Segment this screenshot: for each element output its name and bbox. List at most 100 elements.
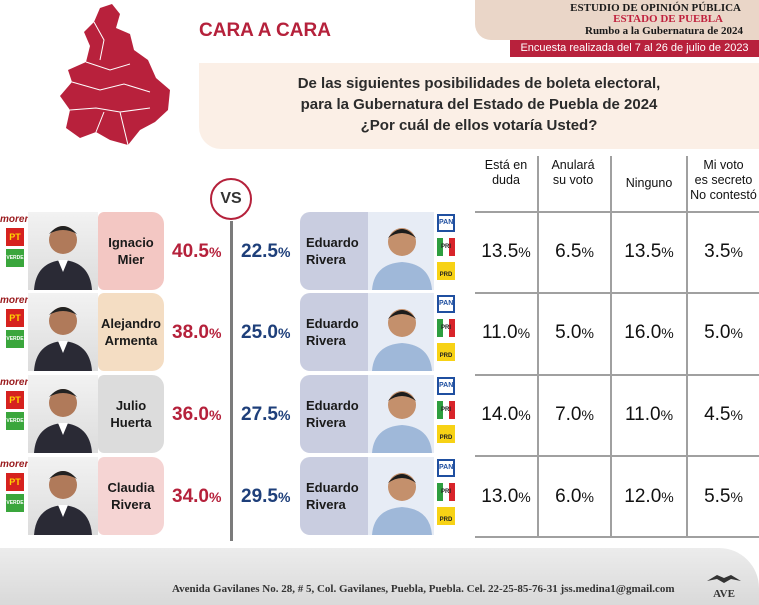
person-icon <box>34 389 92 453</box>
cell-value: 5.5 <box>704 486 731 507</box>
candidate-photo-right <box>368 375 434 453</box>
right-percent-value: 22.5 <box>241 241 278 262</box>
name-line: Eduardo <box>306 398 359 413</box>
footer-band <box>0 548 759 605</box>
name-line: Rivera <box>306 333 346 348</box>
person-icon <box>34 307 92 371</box>
candidate-name-left: Alejandro Armenta <box>98 293 164 371</box>
pri-logo: PRI <box>437 319 455 337</box>
question-line-2: para la Gubernatura del Estado de Puebla… <box>300 96 658 113</box>
right-percent-value: 27.5 <box>241 404 278 425</box>
cell-value: 13.5 <box>481 241 519 262</box>
right-party-logos: PAN PRI PRD <box>437 459 457 525</box>
header-text: Ninguno <box>625 176 673 190</box>
left-percent: 40.5% <box>172 241 222 262</box>
cell-value: 13.0 <box>481 486 519 507</box>
header-anulara: Anulará su voto <box>538 158 608 188</box>
name-line: Eduardo <box>306 316 359 331</box>
right-percent: 27.5% <box>241 404 291 425</box>
ave-logo: AVE <box>705 571 743 600</box>
header-text: es secreto <box>694 173 753 187</box>
vs-badge: VS <box>210 178 252 220</box>
header-line-1: ESTUDIO DE OPINIÓN PÚBLICA <box>570 2 741 14</box>
name-line: Rivera <box>306 252 346 267</box>
name-line: Eduardo <box>306 235 359 250</box>
candidate-name-right: Eduardo Rivera <box>300 457 370 535</box>
header-line-3: Rumbo a la Gubernatura de 2024 <box>585 25 743 37</box>
left-percent-value: 34.0 <box>172 486 209 507</box>
pri-logo: PRI <box>437 401 455 419</box>
cell-value: 5.0 <box>555 322 582 343</box>
name-line: Julio <box>115 398 147 413</box>
right-percent-value: 25.0 <box>241 322 278 343</box>
right-party-logos: PAN PRI PRD <box>437 214 457 280</box>
left-percent: 38.0% <box>172 322 222 343</box>
table-row: morena PT VERDE Alejandro Armenta 38.0% … <box>0 293 759 371</box>
header-esta-en-duda: Está en duda <box>477 158 535 188</box>
header-text: Anulará <box>551 158 595 172</box>
value-anulara: 6.5% <box>555 241 594 262</box>
name-line: Alejandro <box>101 316 161 331</box>
morena-logo: morena <box>0 377 37 388</box>
morena-logo: morena <box>0 214 37 225</box>
question-line-1: De las siguientes posibilidades de bolet… <box>297 75 661 92</box>
candidate-name-left: Claudia Rivera <box>98 457 164 535</box>
candidate-photo-right <box>368 293 434 371</box>
pt-logo: PT <box>6 309 24 327</box>
ave-logo-text: AVE <box>713 588 735 600</box>
left-percent-value: 40.5 <box>172 241 209 262</box>
survey-date: Encuesta realizada del 7 al 26 de julio … <box>510 40 759 57</box>
right-party-logos: PAN PRI PRD <box>437 295 457 361</box>
left-percent: 36.0% <box>172 404 222 425</box>
pri-logo: PRI <box>437 483 455 501</box>
verde-logo: VERDE <box>6 249 24 267</box>
eagle-icon <box>707 575 741 583</box>
value-anulara: 6.0% <box>555 486 594 507</box>
center-divider <box>230 221 233 541</box>
right-percent-value: 29.5 <box>241 486 278 507</box>
value-secreto: 5.5% <box>704 486 743 507</box>
value-duda: 13.0% <box>481 486 531 507</box>
question-box: De las siguientes posibilidades de bolet… <box>199 63 759 149</box>
pan-logo: PAN <box>437 459 455 477</box>
person-icon <box>34 226 92 290</box>
name-line: Huerta <box>110 415 152 430</box>
person-icon <box>372 309 432 371</box>
header-line-2: ESTADO DE PUEBLA <box>613 13 723 25</box>
table-row: morena PT VERDE Claudia Rivera 34.0% 29.… <box>0 457 759 535</box>
left-percent-value: 38.0 <box>172 322 209 343</box>
cell-value: 7.0 <box>555 404 582 425</box>
prd-logo: PRD <box>437 343 455 361</box>
pan-logo: PAN <box>437 377 455 395</box>
cell-value: 13.5 <box>624 241 662 262</box>
prd-logo: PRD <box>437 507 455 525</box>
candidate-name-left: Ignacio Mier <box>98 212 164 290</box>
question-line-3: ¿Por cuál de ellos votaría Usted? <box>360 117 598 134</box>
name-line: Eduardo <box>306 480 359 495</box>
value-duda: 11.0% <box>481 322 531 343</box>
verde-logo: VERDE <box>6 330 24 348</box>
header-text: Mi voto <box>703 158 744 172</box>
value-duda: 13.5% <box>481 241 531 262</box>
person-icon <box>372 228 432 290</box>
header-ninguno: Ninguno <box>612 176 686 191</box>
puebla-map <box>60 4 170 146</box>
name-line: Ignacio <box>108 235 154 250</box>
prd-logo: PRD <box>437 262 455 280</box>
value-duda: 14.0% <box>481 404 531 425</box>
value-secreto: 5.0% <box>704 322 743 343</box>
cell-value: 5.0 <box>704 322 731 343</box>
verde-logo: VERDE <box>6 494 24 512</box>
row-divider <box>475 211 759 213</box>
header-text: duda <box>492 173 520 187</box>
column-divider <box>610 156 612 538</box>
right-percent: 25.0% <box>241 322 291 343</box>
value-ninguno: 16.0% <box>624 322 674 343</box>
right-party-logos: PAN PRI PRD <box>437 377 457 443</box>
pan-logo: PAN <box>437 295 455 313</box>
candidate-name-right: Eduardo Rivera <box>300 375 370 453</box>
candidate-name-left: Julio Huerta <box>98 375 164 453</box>
person-icon <box>34 471 92 535</box>
name-line: Armenta <box>104 333 158 348</box>
right-percent: 22.5% <box>241 241 291 262</box>
